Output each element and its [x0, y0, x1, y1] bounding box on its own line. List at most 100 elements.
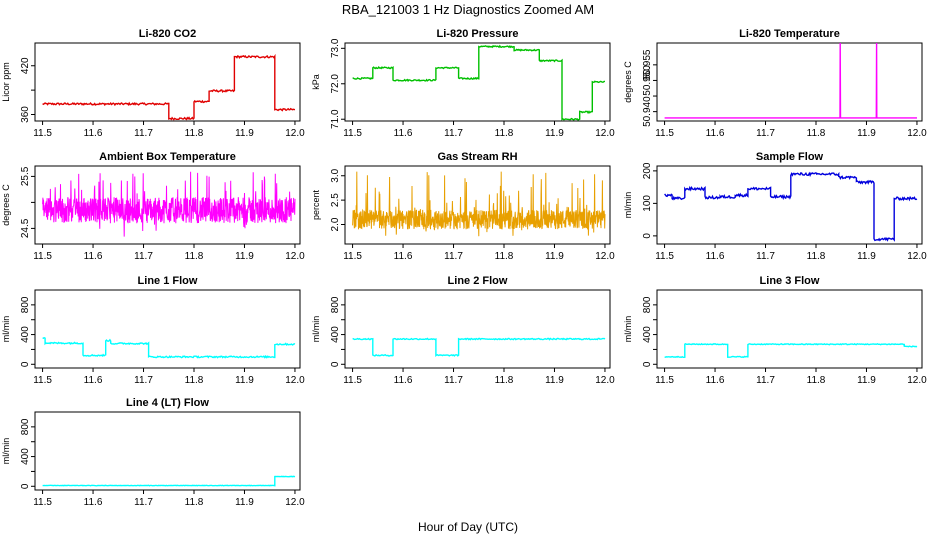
- x-tick-label-rh-5: 12.0: [595, 251, 615, 262]
- y-tick-label-line2-2: 400: [330, 326, 341, 343]
- x-tick-label-line2-2: 11.7: [444, 375, 463, 386]
- panel-frame-pressure: [344, 42, 611, 122]
- panel-ylabel-line3: ml/min: [623, 316, 633, 343]
- x-tick-label-licor_temp-5: 12.0: [907, 128, 927, 139]
- y-tick-label-licor_temp-0: 50.940: [642, 96, 653, 127]
- panel-ylabel-sample_flow: ml/min: [623, 192, 633, 219]
- panels-group: Li-820 CO2 Licor ppm 11.5 11.6 11.7 11.8 11.9 1…: [1, 28, 927, 508]
- x-tick-label-line4-0: 11.5: [33, 497, 52, 508]
- x-tick-label-sample_flow-4: 11.9: [857, 251, 876, 262]
- panel-title-box_temp: Ambient Box Temperature: [99, 151, 236, 163]
- x-tick-label-co2-1: 11.6: [84, 128, 103, 139]
- x-tick-label-line2-3: 11.8: [495, 375, 514, 386]
- y-tick-label-box_temp-2: 25.5: [20, 166, 31, 186]
- x-tick-label-licor_temp-0: 11.5: [655, 128, 674, 139]
- series-line-sample_flow: [664, 171, 918, 242]
- panel-licor_temp: Li-820 Temperature degrees C 11.5 11.6 11.7 1…: [623, 28, 927, 139]
- panel-frame-sample_flow: [656, 165, 923, 245]
- x-tick-label-sample_flow-5: 12.0: [907, 251, 927, 262]
- panel-ylabel-rh: percent: [311, 189, 321, 220]
- y-tick-label-rh-0: 2.0: [330, 217, 341, 231]
- x-tick-label-line3-1: 11.6: [706, 375, 725, 386]
- panel-ylabel-co2: Licor ppm: [1, 62, 11, 102]
- panel-title-rh: Gas Stream RH: [437, 151, 517, 163]
- y-tick-label-licor_temp-3: 50.955: [642, 49, 653, 80]
- panel-rh: Gas Stream RH percent 11.5 11.6 11.7 11.8 11.9…: [311, 151, 615, 262]
- x-tick-label-rh-2: 11.7: [444, 251, 463, 262]
- x-tick-label-pressure-2: 11.7: [444, 128, 463, 139]
- y-tick-label-box_temp-0: 24.5: [20, 218, 31, 238]
- figure-title: RBA_121003 1 Hz Diagnostics Zoomed AM: [342, 2, 594, 17]
- x-tick-label-licor_temp-1: 11.6: [706, 128, 725, 139]
- y-tick-label-co2-2: 420: [20, 57, 31, 74]
- panel-box_temp: Ambient Box Temperature degrees C 11.5 11.6…: [1, 151, 305, 262]
- series-line-rh: [352, 171, 606, 237]
- panel-ylabel-pressure: kPa: [311, 74, 321, 90]
- x-tick-label-rh-1: 11.6: [394, 251, 413, 262]
- series-line-licor_temp: [664, 42, 917, 119]
- x-tick-label-line2-4: 11.9: [545, 375, 564, 386]
- panel-frame-box_temp: [34, 165, 301, 245]
- panel-frame-line2: [344, 289, 611, 369]
- figure-xlabel: Hour of Day (UTC): [418, 520, 518, 534]
- x-tick-label-line2-1: 11.6: [394, 375, 413, 386]
- y-tick-label-sample_flow-1: 100: [642, 195, 653, 212]
- panel-co2: Li-820 CO2 Licor ppm 11.5 11.6 11.7 11.8 11.9 1…: [1, 28, 305, 139]
- x-tick-label-line1-3: 11.8: [185, 375, 204, 386]
- x-tick-label-rh-3: 11.8: [495, 251, 514, 262]
- y-tick-label-line1-4: 800: [20, 296, 31, 313]
- x-tick-label-line1-4: 11.9: [235, 375, 254, 386]
- x-tick-label-box_temp-2: 11.7: [134, 251, 153, 262]
- panel-title-pressure: Li-820 Pressure: [437, 28, 519, 40]
- x-tick-label-line4-1: 11.6: [84, 497, 103, 508]
- panel-title-line2: Line 2 Flow: [448, 275, 508, 287]
- x-tick-label-sample_flow-2: 11.7: [756, 251, 775, 262]
- panel-title-sample_flow: Sample Flow: [756, 151, 824, 163]
- x-tick-label-line1-1: 11.6: [84, 375, 103, 386]
- x-tick-label-co2-2: 11.7: [134, 128, 153, 139]
- x-tick-label-pressure-0: 11.5: [343, 128, 362, 139]
- panel-ylabel-line2: ml/min: [311, 316, 321, 343]
- panel-frame-licor_temp: [656, 42, 923, 122]
- panel-title-licor_temp: Li-820 Temperature: [739, 28, 840, 40]
- x-tick-label-rh-4: 11.9: [545, 251, 564, 262]
- panel-ylabel-line1: ml/min: [1, 316, 11, 343]
- y-tick-label-line2-0: 0: [330, 361, 341, 367]
- x-tick-label-licor_temp-2: 11.7: [756, 128, 775, 139]
- x-tick-label-pressure-1: 11.6: [394, 128, 413, 139]
- x-tick-label-line3-0: 11.5: [655, 375, 674, 386]
- x-tick-label-line4-5: 12.0: [285, 497, 305, 508]
- x-tick-label-box_temp-3: 11.8: [185, 251, 204, 262]
- x-tick-label-box_temp-0: 11.5: [33, 251, 52, 262]
- panel-line4: Line 4 (LT) Flow ml/min 11.5 11.6 11.7 11.8 11…: [1, 397, 305, 508]
- x-tick-label-licor_temp-3: 11.8: [807, 128, 826, 139]
- x-tick-label-box_temp-5: 12.0: [285, 251, 305, 262]
- x-tick-label-line4-3: 11.8: [185, 497, 204, 508]
- x-tick-label-line2-5: 12.0: [595, 375, 615, 386]
- panel-sample_flow: Sample Flow ml/min 11.5 11.6 11.7 11.8 11.9 12.…: [623, 151, 927, 262]
- y-tick-label-line4-2: 400: [20, 448, 31, 465]
- panel-line3: Line 3 Flow ml/min 11.5 11.6 11.7 11.8 11.9 12.…: [623, 275, 927, 386]
- x-tick-label-line4-4: 11.9: [235, 497, 254, 508]
- x-tick-label-pressure-3: 11.8: [495, 128, 514, 139]
- y-tick-label-sample_flow-0: 0: [642, 233, 653, 239]
- y-tick-label-line3-0: 0: [642, 361, 653, 367]
- x-tick-label-line1-2: 11.7: [134, 375, 153, 386]
- panel-ylabel-line4: ml/min: [1, 438, 11, 465]
- y-tick-label-line2-4: 800: [330, 296, 341, 313]
- y-tick-label-sample_flow-2: 200: [642, 162, 653, 179]
- y-tick-label-line3-2: 400: [642, 326, 653, 343]
- panel-line1: Line 1 Flow ml/min 11.5 11.6 11.7 11.8 11.9 12.…: [1, 275, 305, 386]
- x-tick-label-line1-0: 11.5: [33, 375, 52, 386]
- x-tick-label-box_temp-1: 11.6: [84, 251, 103, 262]
- x-tick-label-line3-4: 11.9: [857, 375, 876, 386]
- y-tick-label-line1-0: 0: [20, 361, 31, 367]
- x-tick-label-line3-3: 11.8: [807, 375, 826, 386]
- x-tick-label-licor_temp-4: 11.9: [857, 128, 876, 139]
- x-tick-label-co2-3: 11.8: [185, 128, 204, 139]
- panel-title-line3: Line 3 Flow: [760, 275, 820, 287]
- x-tick-label-sample_flow-0: 11.5: [655, 251, 674, 262]
- panel-title-line1: Line 1 Flow: [138, 275, 198, 287]
- x-tick-label-line1-5: 12.0: [285, 375, 305, 386]
